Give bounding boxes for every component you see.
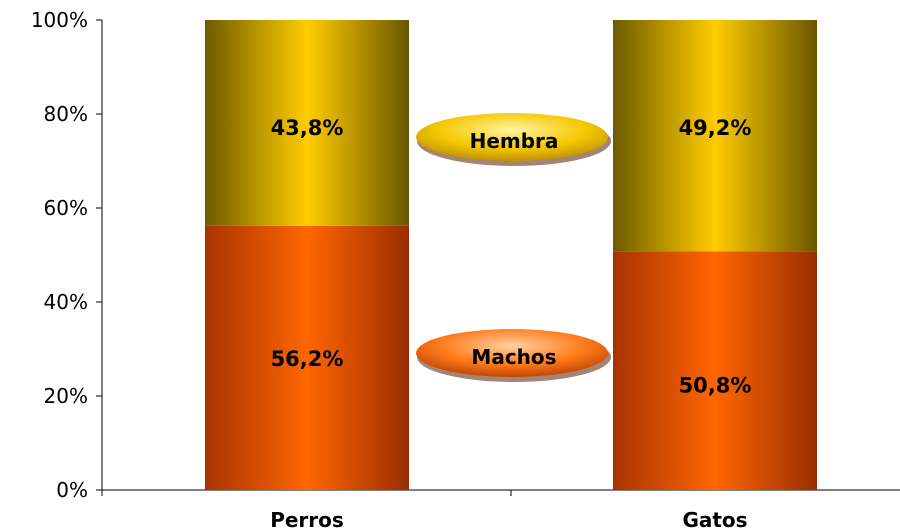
data-label-gatos-hembra: 49,2% [679,116,752,140]
legend: Machos Hembra [416,113,611,382]
data-labels: 56,2% 43,8% 50,8% 49,2% [271,116,752,398]
y-tick-label: 20% [44,384,88,408]
data-label-perros-machos: 56,2% [271,347,344,371]
legend-oval [416,113,608,161]
x-category-label-gatos: Gatos [682,508,747,532]
bar-perros-machos [205,225,409,491]
legend-oval [416,329,608,377]
legend-label: Hembra [470,129,559,153]
data-label-perros-hembra: 43,8% [271,116,344,140]
legend-item-machos: Machos [416,329,611,382]
y-tick-label: 60% [44,196,88,220]
axes: 0% 20% 40% 60% 80% 100% Perros Gatos [31,8,900,532]
legend-item-hembra: Hembra [416,113,611,166]
bar-perros-hembra [205,20,409,226]
x-category-label-perros: Perros [270,508,344,532]
y-tick-label: 100% [31,8,88,32]
bar-gatos-machos [613,251,817,490]
y-tick-label: 80% [44,102,88,126]
bar-gatos-hembra [613,20,817,252]
legend-label: Machos [471,345,556,369]
data-label-gatos-machos: 50,8% [679,374,752,398]
bars [205,20,817,491]
y-tick-label: 40% [44,290,88,314]
y-tick-label: 0% [56,478,88,502]
